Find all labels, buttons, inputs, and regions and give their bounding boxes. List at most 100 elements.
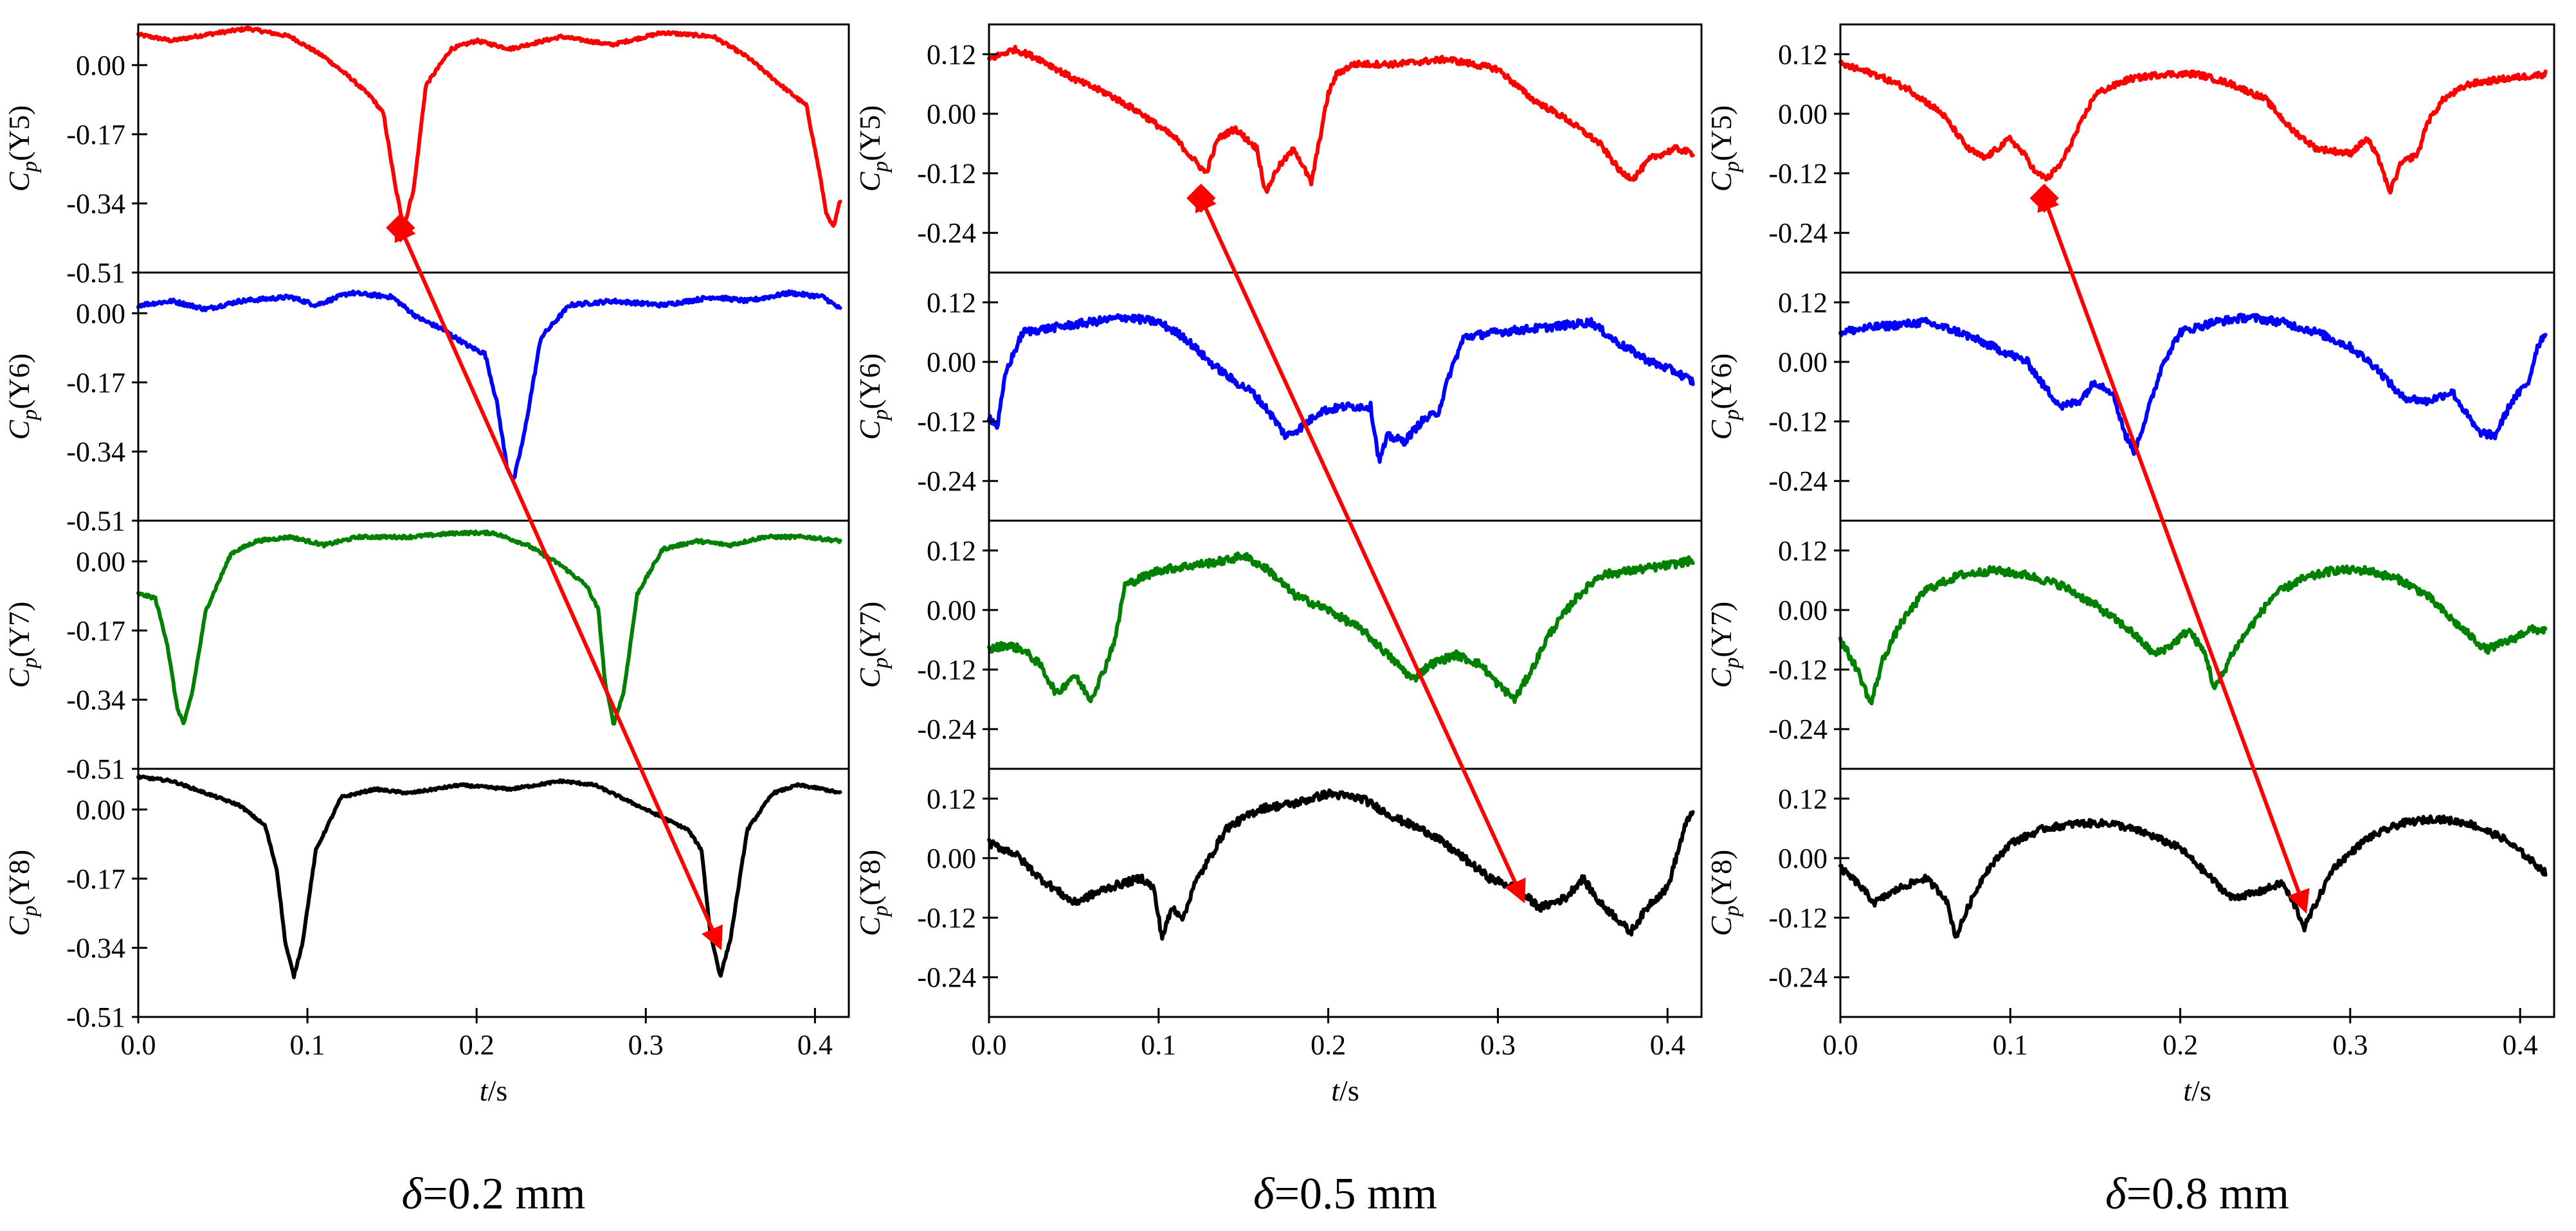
series-line xyxy=(1838,564,2548,706)
x-tick-label: 0.3 xyxy=(1480,1029,1516,1061)
y-tick-label: -0.51 xyxy=(66,753,125,785)
chart-group-1: 0.00 -0.17 -0.34 -0.51 Cp(Y5) 0.00 -0.17 -0.34 -… xyxy=(3,23,850,1219)
y-tick-label: -0.24 xyxy=(1768,465,1828,497)
x-tick-label: 0.0 xyxy=(972,1029,1007,1061)
panel-frame xyxy=(1839,23,2555,274)
y-tick-label: 0.00 xyxy=(1778,843,1828,874)
arrow-start-marker xyxy=(386,213,415,243)
x-tick-label: 0.3 xyxy=(2332,1029,2368,1061)
y-tick-label: -0.34 xyxy=(66,436,125,467)
series-line xyxy=(987,44,1695,194)
propagation-arrow xyxy=(394,217,723,951)
x-tick-label: 0.4 xyxy=(2503,1029,2538,1061)
y-tick-label: 0.00 xyxy=(1778,98,1828,130)
y-tick-label: -0.12 xyxy=(1768,654,1828,686)
series-line xyxy=(136,774,842,980)
x-tick-label: 0.2 xyxy=(2163,1029,2198,1061)
y-tick-label: 0.00 xyxy=(927,98,976,130)
series-line xyxy=(1838,312,2548,456)
y-tick-label: 0.00 xyxy=(1778,346,1828,378)
y-tick-label: -0.12 xyxy=(1768,158,1828,190)
propagation-arrow xyxy=(2037,187,2310,914)
y-tick-label: -0.17 xyxy=(66,615,125,647)
panel-2-4: 0.12 0.00 -0.12 -0.24 Cp(Y8) xyxy=(853,768,1703,1018)
y-tick-label: 0.00 xyxy=(927,843,976,874)
y-tick-label: -0.24 xyxy=(917,714,976,745)
panel-frame xyxy=(1839,768,2555,1018)
y-tick-label: -0.12 xyxy=(1768,903,1828,934)
y-axis-label: Cp(Y6) xyxy=(1705,354,1744,440)
arrow-start-marker xyxy=(1186,183,1216,213)
series-line xyxy=(136,529,842,726)
y-tick-label: 0.12 xyxy=(927,783,976,814)
series-line xyxy=(1838,59,2548,195)
y-axis-label: Cp(Y8) xyxy=(1705,850,1744,937)
y-tick-label: 0.00 xyxy=(76,546,125,577)
y-axis-label: Cp(Y6) xyxy=(853,354,893,440)
panel-frame xyxy=(988,271,1703,522)
y-tick-label: 0.00 xyxy=(76,49,125,81)
y-tick-label: 0.12 xyxy=(927,39,976,70)
y-axis-label: Cp(Y5) xyxy=(1705,105,1744,192)
panel-frame xyxy=(137,519,850,770)
panel-1-3: 0.00 -0.17 -0.34 -0.51 Cp(Y7) xyxy=(3,519,850,785)
y-tick-label: -0.17 xyxy=(66,119,125,150)
y-tick-label: -0.51 xyxy=(66,505,125,537)
panel-1-2: 0.00 -0.17 -0.34 -0.51 Cp(Y6) xyxy=(3,271,850,537)
y-tick-label: 0.00 xyxy=(927,595,976,626)
y-tick-label: -0.24 xyxy=(1768,217,1828,249)
y-tick-label: 0.00 xyxy=(76,298,125,329)
x-axis-label: t/s xyxy=(2183,1074,2211,1107)
chart-caption: δ=0.5 mm xyxy=(1253,1169,1437,1219)
y-tick-label: -0.34 xyxy=(66,932,125,964)
y-tick-label: -0.24 xyxy=(917,217,976,249)
x-tick-label: 0.2 xyxy=(1311,1029,1346,1061)
y-tick-label: -0.12 xyxy=(1768,406,1828,438)
y-tick-label: 0.12 xyxy=(1778,783,1828,814)
panel-2-1: 0.12 0.00 -0.12 -0.24 Cp(Y5) xyxy=(853,23,1703,274)
x-axis-label: t/s xyxy=(480,1074,507,1107)
y-tick-label: -0.24 xyxy=(917,465,976,497)
y-tick-label: -0.12 xyxy=(917,654,976,686)
y-tick-label: 0.00 xyxy=(927,346,976,378)
arrow-start-marker xyxy=(2029,183,2059,213)
y-tick-label: 0.12 xyxy=(1778,535,1828,566)
chart-caption: δ=0.2 mm xyxy=(402,1169,586,1219)
y-tick-label: -0.24 xyxy=(1768,962,1828,993)
y-axis-label: Cp(Y8) xyxy=(3,850,42,937)
panel-2-2: 0.12 0.00 -0.12 -0.24 Cp(Y6) xyxy=(853,271,1703,522)
panel-frame xyxy=(988,23,1703,274)
chart-group-2: 0.12 0.00 -0.12 -0.24 Cp(Y5) 0.12 0.00 -0.12 -0.… xyxy=(853,23,1703,1219)
series-line xyxy=(136,25,842,229)
y-tick-label: -0.51 xyxy=(66,1002,125,1033)
panel-1-4: 0.00 -0.17 -0.34 -0.51 Cp(Y8) xyxy=(3,768,850,1033)
propagation-arrow xyxy=(1195,187,1526,904)
y-axis-label: Cp(Y6) xyxy=(3,354,42,440)
y-axis-label: Cp(Y8) xyxy=(853,850,893,937)
x-tick-label: 0.3 xyxy=(628,1029,664,1061)
y-tick-label: -0.12 xyxy=(917,158,976,190)
series-line xyxy=(1838,814,2548,939)
y-tick-label: -0.12 xyxy=(917,406,976,438)
series-line xyxy=(987,313,1695,464)
y-axis-label: Cp(Y5) xyxy=(853,105,893,192)
y-tick-label: -0.12 xyxy=(917,903,976,934)
y-tick-label: 0.00 xyxy=(76,794,125,825)
panel-3-4: 0.12 0.00 -0.12 -0.24 Cp(Y8) xyxy=(1705,768,2555,1018)
y-tick-label: -0.34 xyxy=(66,188,125,219)
panel-2-3: 0.12 0.00 -0.12 -0.24 Cp(Y7) xyxy=(853,519,1703,770)
panel-3-1: 0.12 0.00 -0.12 -0.24 Cp(Y5) xyxy=(1705,23,2555,274)
y-axis-label: Cp(Y7) xyxy=(3,602,42,688)
panel-frame xyxy=(137,23,850,274)
y-tick-label: -0.24 xyxy=(917,962,976,993)
y-tick-label: 0.12 xyxy=(927,287,976,318)
series-line xyxy=(987,788,1695,941)
y-tick-label: 0.12 xyxy=(1778,287,1828,318)
panel-1-1: 0.00 -0.17 -0.34 -0.51 Cp(Y5) xyxy=(3,23,850,289)
x-tick-label: 0.1 xyxy=(1141,1029,1176,1061)
series-line xyxy=(987,551,1695,705)
x-tick-label: 0.1 xyxy=(290,1029,325,1061)
y-tick-label: -0.17 xyxy=(66,367,125,399)
x-tick-label: 0.1 xyxy=(1993,1029,2028,1061)
